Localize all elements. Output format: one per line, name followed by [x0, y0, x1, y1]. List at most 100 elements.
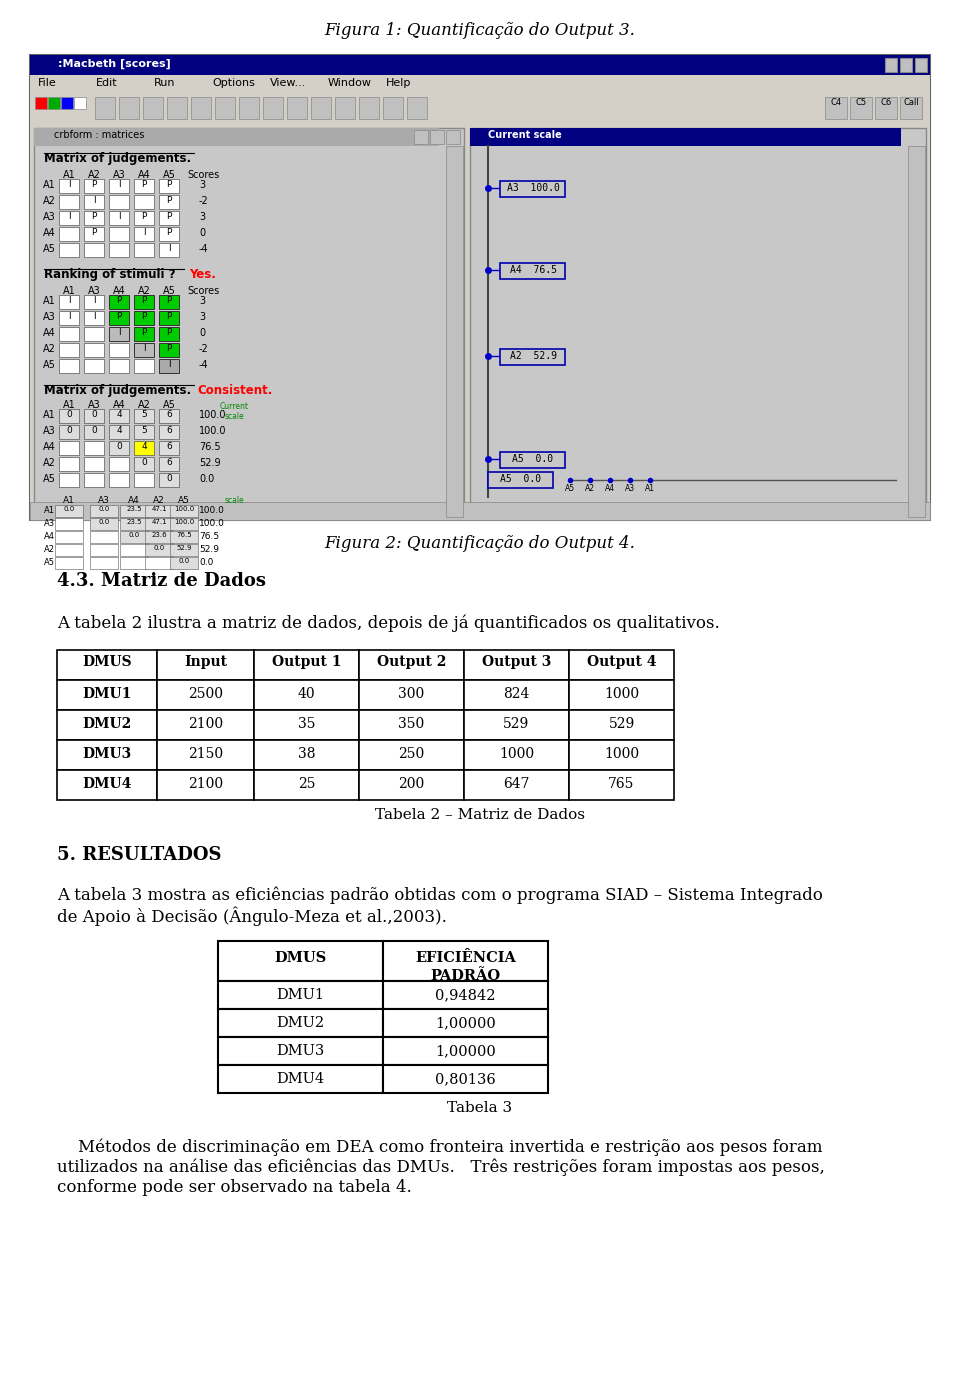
Text: P: P: [91, 228, 97, 238]
Text: utilizados na análise das eficiências das DMUs.   Três restrições foram impostas: utilizados na análise das eficiências da…: [57, 1158, 825, 1176]
Text: A2: A2: [585, 485, 595, 493]
Bar: [84, 457, 104, 471]
Bar: [134, 194, 154, 208]
Bar: [170, 544, 198, 556]
Text: -4: -4: [199, 244, 208, 254]
Text: I: I: [118, 328, 120, 338]
Text: 0,80136: 0,80136: [435, 1072, 496, 1086]
Text: A1: A1: [62, 400, 76, 410]
Text: 4.3. Matriz de Dados: 4.3. Matriz de Dados: [57, 572, 266, 590]
Bar: [109, 343, 129, 357]
Text: P: P: [141, 296, 147, 306]
Text: 76.5: 76.5: [199, 532, 219, 540]
Text: Matrix of judgements.: Matrix of judgements.: [44, 151, 191, 165]
Text: 6: 6: [166, 410, 172, 419]
Bar: [109, 311, 129, 325]
Text: 0.0: 0.0: [199, 474, 214, 483]
Bar: [48, 97, 60, 108]
Bar: [109, 211, 129, 225]
Bar: [120, 544, 148, 556]
Bar: [84, 326, 104, 342]
Text: Call: Call: [903, 99, 919, 107]
Text: 52.9: 52.9: [177, 544, 192, 551]
Text: Consistent.: Consistent.: [197, 383, 273, 397]
Text: 100.0: 100.0: [199, 426, 227, 436]
Bar: [59, 326, 79, 342]
Text: A4: A4: [112, 286, 126, 296]
Text: 2500: 2500: [188, 688, 223, 701]
Text: Matrix of judgements.: Matrix of judgements.: [44, 383, 191, 397]
Bar: [191, 97, 211, 119]
Text: A2: A2: [87, 169, 101, 181]
Text: A3: A3: [42, 313, 56, 322]
Text: 47.1: 47.1: [151, 519, 167, 525]
Text: Current scale: Current scale: [488, 131, 562, 140]
Text: 52.9: 52.9: [199, 544, 219, 554]
Text: A2: A2: [43, 544, 55, 554]
Bar: [446, 146, 463, 517]
Text: 2100: 2100: [188, 717, 223, 731]
Bar: [470, 128, 901, 146]
Bar: [500, 181, 565, 196]
Bar: [109, 179, 129, 193]
Text: 0: 0: [116, 442, 122, 451]
Text: de Apoio à Decisão (Ângulo-Meza et al.,2003).: de Apoio à Decisão (Ângulo-Meza et al.,2…: [57, 906, 446, 925]
Text: Tabela 2 – Matriz de Dados: Tabela 2 – Matriz de Dados: [375, 808, 585, 822]
Bar: [59, 457, 79, 471]
Text: 0.0: 0.0: [63, 506, 75, 513]
Bar: [57, 710, 157, 740]
Bar: [84, 179, 104, 193]
Text: A5: A5: [42, 360, 56, 369]
Bar: [109, 474, 129, 488]
Text: 0.0: 0.0: [98, 519, 109, 525]
Bar: [90, 544, 118, 556]
Bar: [109, 408, 129, 424]
Text: A4: A4: [42, 328, 56, 338]
Bar: [109, 226, 129, 242]
Text: A1: A1: [62, 286, 76, 296]
Text: 3: 3: [199, 296, 205, 306]
Bar: [159, 211, 179, 225]
Text: DMU3: DMU3: [276, 1045, 324, 1058]
Bar: [159, 226, 179, 242]
Text: A5: A5: [42, 244, 56, 254]
Bar: [908, 146, 925, 517]
Text: Figura 1: Quantificação do Output 3.: Figura 1: Quantificação do Output 3.: [324, 22, 636, 39]
Bar: [464, 710, 569, 740]
Text: A tabela 2 ilustra a matriz de dados, depois de já quantificados os qualitativos: A tabela 2 ilustra a matriz de dados, de…: [57, 615, 720, 632]
Text: A2: A2: [42, 458, 56, 468]
Text: 0.0: 0.0: [179, 558, 190, 564]
Bar: [569, 770, 674, 800]
Text: P: P: [141, 181, 147, 189]
Text: 76.5: 76.5: [199, 442, 221, 451]
Text: 76.5: 76.5: [177, 532, 192, 538]
Text: Options: Options: [212, 78, 254, 88]
Text: 100.0: 100.0: [174, 519, 194, 525]
Bar: [134, 457, 154, 471]
Text: A4: A4: [42, 228, 56, 238]
Text: 529: 529: [503, 717, 530, 731]
Bar: [109, 194, 129, 208]
Text: A2: A2: [42, 344, 56, 354]
Text: DMU4: DMU4: [83, 776, 132, 790]
Bar: [55, 531, 83, 543]
Text: A4: A4: [43, 532, 55, 540]
Text: P: P: [116, 296, 122, 306]
Bar: [84, 474, 104, 488]
Text: File: File: [38, 78, 57, 88]
Bar: [488, 472, 553, 489]
Bar: [287, 97, 307, 119]
Bar: [569, 681, 674, 710]
Text: 200: 200: [398, 776, 424, 790]
Text: 0: 0: [166, 474, 172, 483]
Text: A1: A1: [645, 485, 655, 493]
Bar: [59, 474, 79, 488]
Bar: [134, 226, 154, 242]
Text: A3: A3: [98, 496, 110, 506]
Bar: [464, 770, 569, 800]
Text: 100.0: 100.0: [174, 506, 194, 513]
Text: DMUS: DMUS: [275, 951, 326, 965]
Text: A5: A5: [178, 496, 190, 506]
Bar: [885, 58, 897, 72]
Text: 4: 4: [116, 426, 122, 435]
